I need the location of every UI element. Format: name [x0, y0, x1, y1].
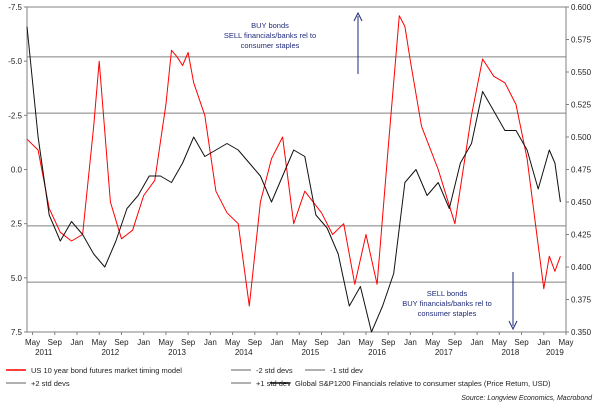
- x-tick-label: Jan: [137, 338, 150, 347]
- legend: US 10 year bond futures market timing mo…: [6, 366, 551, 388]
- left-tick-label: 2.5: [11, 220, 23, 229]
- x-year-label: 2016: [368, 348, 386, 357]
- x-tick-label: Sep: [114, 338, 129, 347]
- x-tick-label: May: [425, 338, 440, 347]
- reference-lines: [27, 56, 566, 283]
- annotation-line: BUY financials/banks rel to: [402, 299, 492, 308]
- x-year-label: 2015: [301, 348, 319, 357]
- x-tick-label: Jan: [271, 338, 284, 347]
- x-tick-label: Jan: [537, 338, 550, 347]
- right-tick-label: 0.525: [571, 101, 592, 110]
- x-tick-label: May: [25, 338, 40, 347]
- annotation-sell-bonds: SELL bonds BUY financials/banks rel to c…: [402, 272, 518, 331]
- x-year-label: 2017: [435, 348, 453, 357]
- x-year-label: 2019: [546, 348, 564, 357]
- x-tick-label: Jan: [471, 338, 484, 347]
- left-tick-label: 0.0: [11, 166, 23, 175]
- annotation-line: consumer staples: [241, 41, 300, 50]
- x-tick-label: Sep: [48, 338, 63, 347]
- right-tick-label: 0.600: [571, 3, 592, 12]
- x-year-label: 2011: [35, 348, 53, 357]
- legend-label: -2 std devs: [256, 366, 293, 375]
- right-tick-label: 0.400: [571, 263, 592, 272]
- left-tick-label: 7.5: [11, 328, 23, 337]
- annotation-buy-bonds: BUY bonds SELL financials/banks rel to c…: [224, 11, 363, 74]
- right-tick-label: 0.475: [571, 166, 592, 175]
- x-tick-label: May: [492, 338, 507, 347]
- right-tick-label: 0.375: [571, 296, 592, 305]
- left-axis: -7.5 -5.0 -2.5 0.0 2.5 5.0 7.5: [8, 3, 27, 337]
- up-arrow-icon: [353, 11, 363, 22]
- source-note: Source: Longview Economics, Macrobond: [461, 395, 593, 402]
- left-tick-label: -2.5: [8, 111, 22, 120]
- left-tick-label: -7.5: [8, 3, 22, 12]
- x-tick-label: May: [358, 338, 373, 347]
- x-tick-label: Sep: [248, 338, 263, 347]
- right-tick-label: 0.500: [571, 133, 592, 142]
- right-tick-label: 0.450: [571, 198, 592, 207]
- annotation-line: SELL bonds: [427, 289, 468, 298]
- x-tick-label: Sep: [314, 338, 329, 347]
- right-axis: 0.350 0.375 0.400 0.425 0.450 0.475 0.500 0.525…: [566, 3, 592, 337]
- down-arrow-icon: [508, 320, 518, 331]
- x-tick-label: May: [292, 338, 307, 347]
- left-tick-label: -5.0: [8, 57, 22, 66]
- x-year-label: 2018: [502, 348, 520, 357]
- left-tick-label: 5.0: [11, 274, 23, 283]
- series-line: [26, 15, 561, 307]
- x-tick-label: May: [158, 338, 173, 347]
- annotation-line: consumer staples: [418, 309, 477, 318]
- x-tick-label: May: [92, 338, 107, 347]
- x-tick-label: Sep: [181, 338, 196, 347]
- x-tick-label: Sep: [514, 338, 529, 347]
- x-year-label: 2013: [168, 348, 186, 357]
- right-tick-label: 0.350: [571, 328, 592, 337]
- x-tick-label: Jan: [71, 338, 84, 347]
- x-axis: May Sep Jan May Sep Jan May Sep Jan May Sep Jan May S…: [25, 332, 574, 357]
- x-tick-label: Jan: [337, 338, 350, 347]
- right-tick-label: 0.425: [571, 231, 592, 240]
- right-tick-label: 0.550: [571, 68, 592, 77]
- red-series-group: [26, 15, 561, 307]
- series-line: [26, 26, 561, 333]
- x-year-label: 2012: [101, 348, 119, 357]
- black-series-group: [26, 26, 561, 333]
- x-tick-label: Sep: [381, 338, 396, 347]
- legend-label: -1 std dev: [330, 366, 363, 375]
- legend-label: Global S&P1200 Financials relative to co…: [295, 379, 551, 388]
- x-tick-label: Sep: [448, 338, 463, 347]
- annotation-line: BUY bonds: [251, 21, 289, 30]
- legend-label: US 10 year bond futures market timing mo…: [31, 366, 182, 375]
- annotation-line: SELL financials/banks rel to: [224, 31, 316, 40]
- legend-label: +2 std devs: [31, 379, 70, 388]
- x-tick-label: May: [225, 338, 240, 347]
- x-year-label: 2014: [235, 348, 253, 357]
- right-tick-label: 0.575: [571, 36, 592, 45]
- x-tick-label: Jan: [204, 338, 217, 347]
- x-tick-label: May: [558, 338, 573, 347]
- x-tick-label: Jan: [404, 338, 417, 347]
